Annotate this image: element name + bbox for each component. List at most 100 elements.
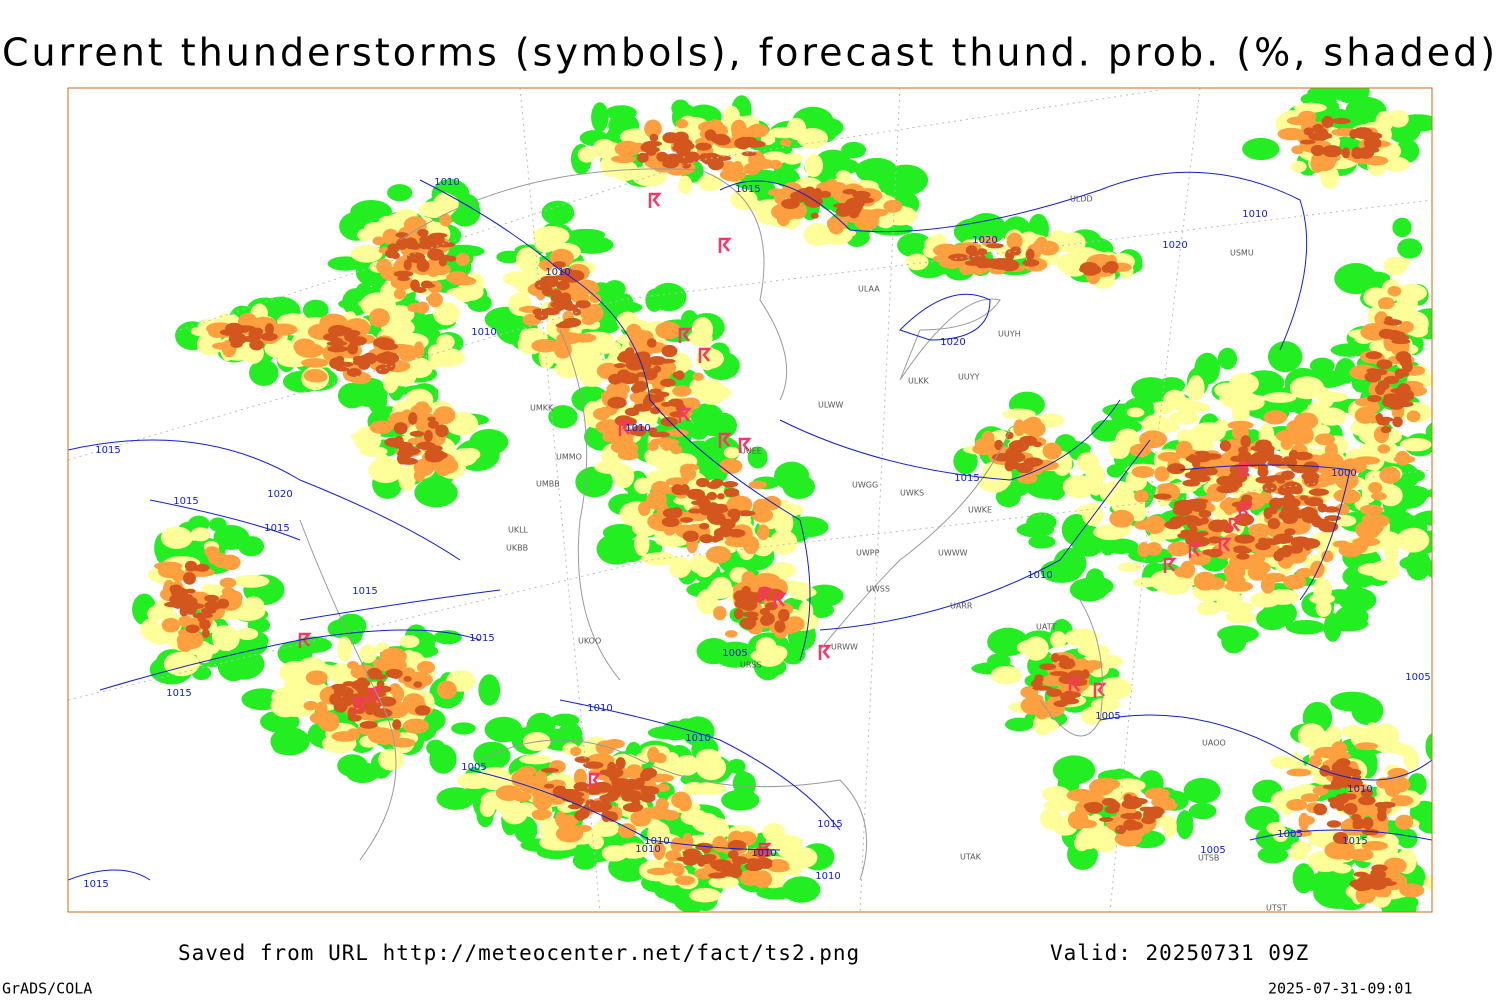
prob-shade: [621, 778, 641, 786]
prob-shade: [402, 667, 416, 679]
thunderstorm-symbol: [1163, 557, 1177, 573]
prob-shade: [1335, 803, 1345, 812]
prob-shade: [656, 151, 669, 162]
prob-shade: [451, 722, 476, 735]
prob-shade: [714, 861, 725, 872]
prob-shade: [1283, 493, 1296, 506]
prob-shade: [357, 358, 371, 370]
prob-shade: [188, 515, 210, 532]
prob-shade: [305, 670, 328, 686]
prob-shade: [1301, 512, 1321, 524]
prob-shade: [777, 608, 790, 622]
prob-shade: [1141, 414, 1171, 436]
station-code: ULAA: [858, 285, 880, 294]
prob-shade: [1090, 698, 1121, 711]
prob-shade: [1080, 823, 1112, 845]
prob-shade: [436, 680, 457, 700]
prob-shade: [619, 785, 635, 797]
prob-shade: [994, 439, 1004, 451]
prob-shade: [1143, 515, 1166, 535]
prob-shade: [716, 493, 725, 500]
isobar-label: 1015: [166, 688, 191, 699]
prob-shade: [550, 713, 580, 727]
isobar-label: 1010: [471, 327, 496, 338]
prob-shade: [681, 832, 694, 852]
prob-shade: [746, 858, 761, 865]
prob-shade: [617, 823, 637, 839]
prob-shade: [161, 617, 181, 633]
prob-shade: [732, 770, 753, 796]
isobar-label: 1015: [954, 473, 979, 484]
station-code: UAOO: [1202, 739, 1226, 748]
prob-shade: [990, 666, 1022, 685]
prob-shade: [596, 533, 637, 565]
prob-shade: [680, 484, 690, 495]
prob-shade: [649, 133, 659, 142]
prob-shade: [607, 396, 627, 409]
prob-shade: [1314, 747, 1333, 758]
station-code: UWSS: [866, 585, 890, 594]
isobar-label: 1015: [264, 523, 289, 534]
prob-shade: [602, 431, 623, 443]
isobar-label: 1010: [545, 267, 570, 278]
prob-shade: [741, 151, 757, 157]
thunderstorm-symbol: [368, 687, 382, 703]
thunderstorm-symbol: [1228, 517, 1242, 533]
prob-shade: [710, 478, 724, 487]
prob-shade: [649, 431, 664, 438]
prob-shade: [1364, 371, 1382, 383]
prob-shade: [446, 255, 457, 262]
prob-shade: [272, 739, 300, 755]
prob-shade: [379, 647, 407, 665]
isobar-label: 1005: [722, 648, 747, 659]
isobar-label: 1015: [352, 586, 377, 597]
prob-shade: [1425, 733, 1432, 761]
prob-shade: [1338, 765, 1354, 777]
prob-shade: [433, 192, 456, 218]
prob-shade: [1129, 443, 1152, 457]
prob-shade: [719, 168, 746, 182]
prob-shade: [1283, 574, 1307, 590]
prob-shade: [1126, 407, 1145, 418]
prob-shade: [350, 665, 372, 680]
prob-shade: [611, 155, 637, 164]
prob-shade: [629, 329, 651, 347]
prob-shade: [1182, 479, 1201, 487]
prob-shade: [232, 574, 270, 588]
prob-shade: [195, 641, 213, 664]
prob-shade: [541, 200, 575, 226]
prob-shade: [730, 509, 740, 523]
prob-shade: [665, 153, 684, 161]
prob-shade: [574, 810, 587, 821]
prob-shade: [1115, 825, 1127, 835]
prob-shade: [1005, 431, 1014, 440]
prob-shade: [692, 782, 727, 795]
prob-shade: [392, 719, 402, 730]
prob-shade: [375, 364, 390, 375]
prob-shade: [633, 380, 648, 392]
prob-shade: [774, 461, 810, 491]
prob-shade: [216, 598, 230, 609]
prob-shade: [260, 332, 278, 341]
station-code: UKOO: [578, 637, 601, 646]
prob-shade: [1397, 815, 1413, 824]
prob-shade: [689, 887, 721, 903]
prob-shade: [883, 199, 903, 213]
prob-shade: [1425, 422, 1432, 442]
prob-shade: [651, 480, 670, 497]
prob-shade: [1227, 420, 1254, 430]
prob-shade: [566, 228, 606, 242]
prob-shade: [649, 388, 662, 394]
isobar-label: 1010: [685, 733, 710, 744]
prob-shade: [710, 505, 729, 514]
prob-shade: [293, 636, 332, 654]
prob-shade: [828, 216, 845, 235]
prob-shade: [1223, 562, 1246, 582]
prob-shade: [541, 767, 559, 773]
prob-shade: [1310, 155, 1324, 173]
prob-shade: [670, 444, 683, 455]
prob-shade: [642, 396, 655, 408]
prob-shade: [1196, 531, 1209, 537]
prob-shade: [675, 118, 689, 129]
prob-shade: [1077, 643, 1110, 657]
